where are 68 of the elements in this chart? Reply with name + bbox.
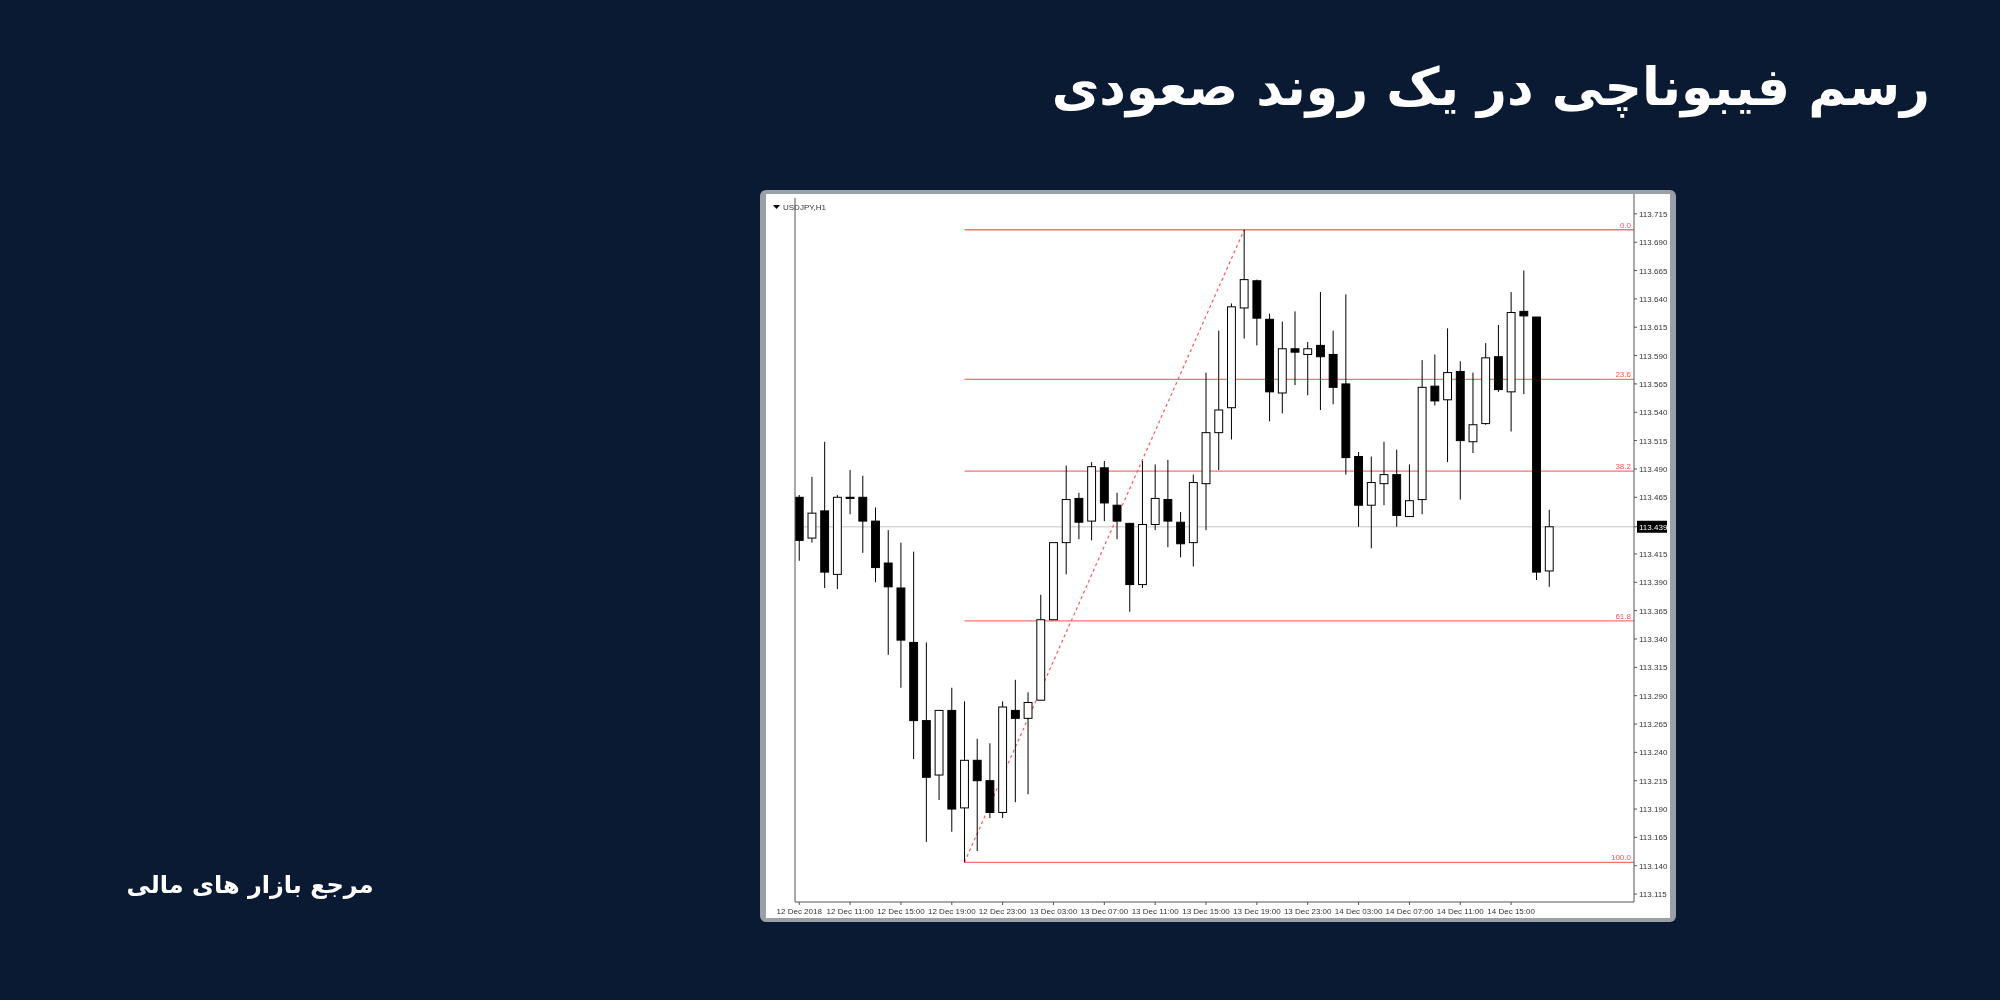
x-tick-label: 14 Dec 03:00 xyxy=(1334,907,1383,916)
annotation: USDJPY,H1 xyxy=(783,203,827,212)
y-tick-label: 113.315 xyxy=(1639,663,1668,673)
y-tick-label: 113.565 xyxy=(1639,379,1668,389)
annotation: 100.0 xyxy=(1610,853,1632,863)
y-tick-label: 113.590 xyxy=(1639,351,1668,361)
candlestick xyxy=(1430,353,1440,406)
y-tick-label: 113.365 xyxy=(1639,606,1668,616)
annotation: 61.8 xyxy=(1615,611,1632,621)
x-tick-label: 14 Dec 07:00 xyxy=(1385,907,1434,916)
x-tick-label: 12 Dec 19:00 xyxy=(927,907,977,916)
candlestick xyxy=(1176,511,1186,558)
annotation: 0.0 xyxy=(1619,220,1632,230)
candlestick xyxy=(1379,441,1389,506)
candlestick xyxy=(1112,492,1122,540)
y-tick-label: 113.690 xyxy=(1639,238,1668,248)
x-tick-label: 14 Dec 11:00 xyxy=(1436,907,1485,916)
y-tick-label: 113.215 xyxy=(1639,776,1668,786)
y-tick-label: 113.640 xyxy=(1639,294,1668,304)
y-tick-label: 113.415 xyxy=(1639,549,1668,559)
x-tick-label: 12 Dec 23:00 xyxy=(978,907,1027,916)
x-tick-label: 12 Dec 2018 xyxy=(776,907,823,916)
candlestick xyxy=(858,475,868,554)
y-tick-label: 113.439 xyxy=(1639,522,1668,532)
candlestick xyxy=(883,529,893,656)
text: مرجع بازار های مالی xyxy=(126,871,374,899)
candlestick xyxy=(1315,291,1325,411)
candlestick xyxy=(1214,330,1224,471)
candlestick xyxy=(1519,270,1529,395)
candlestick xyxy=(1163,459,1173,548)
y-tick-label: 113.715 xyxy=(1639,209,1668,219)
x-tick-label: 13 Dec 07:00 xyxy=(1080,907,1129,916)
x-tick-label: 12 Dec 15:00 xyxy=(877,907,926,916)
x-tick-label: 13 Dec 23:00 xyxy=(1283,907,1333,916)
y-tick-label: 113.490 xyxy=(1639,464,1668,474)
y-tick-label: 113.240 xyxy=(1639,748,1668,758)
y-tick-label: 113.390 xyxy=(1639,578,1668,588)
y-tick-label: 113.515 xyxy=(1639,436,1668,446)
candlestick xyxy=(1074,492,1084,540)
y-tick-label: 113.540 xyxy=(1639,408,1668,418)
y-tick-label: 113.615 xyxy=(1639,323,1668,333)
y-tick-label: 113.115 xyxy=(1639,890,1668,900)
candlestick xyxy=(1404,463,1414,518)
chart-title: رسم فیبوناچی در یک روند صعودی xyxy=(1051,57,1930,118)
y-tick-label: 113.665 xyxy=(1639,266,1668,276)
x-tick-label: 13 Dec 15:00 xyxy=(1182,907,1231,916)
candlestick xyxy=(1290,310,1300,386)
y-tick-label: 113.140 xyxy=(1639,861,1668,871)
annotation: 23.6 xyxy=(1615,370,1632,380)
candlestick xyxy=(1366,455,1376,549)
y-tick-label: 113.290 xyxy=(1639,691,1668,701)
x-tick-label: 14 Dec 15:00 xyxy=(1487,907,1536,916)
candlestick xyxy=(1023,691,1033,795)
candlestick xyxy=(1303,341,1313,396)
y-tick-label: 113.165 xyxy=(1639,833,1668,843)
x-tick-label: 13 Dec 11:00 xyxy=(1131,907,1180,916)
y-tick-label: 113.340 xyxy=(1639,634,1668,644)
y-tick-label: 113.190 xyxy=(1639,805,1668,815)
y-tick-label: 113.465 xyxy=(1639,493,1668,503)
candlestick xyxy=(1010,679,1020,803)
candlestick xyxy=(845,469,855,515)
x-tick-label: 13 Dec 19:00 xyxy=(1233,907,1282,916)
y-tick-label: 113.265 xyxy=(1639,720,1668,730)
candlestick xyxy=(1468,372,1478,454)
x-tick-label: 13 Dec 03:00 xyxy=(1029,907,1078,916)
candlestick xyxy=(972,738,982,852)
annotation: 38.2 xyxy=(1615,462,1632,472)
x-tick-label: 12 Dec 11:00 xyxy=(826,907,875,916)
